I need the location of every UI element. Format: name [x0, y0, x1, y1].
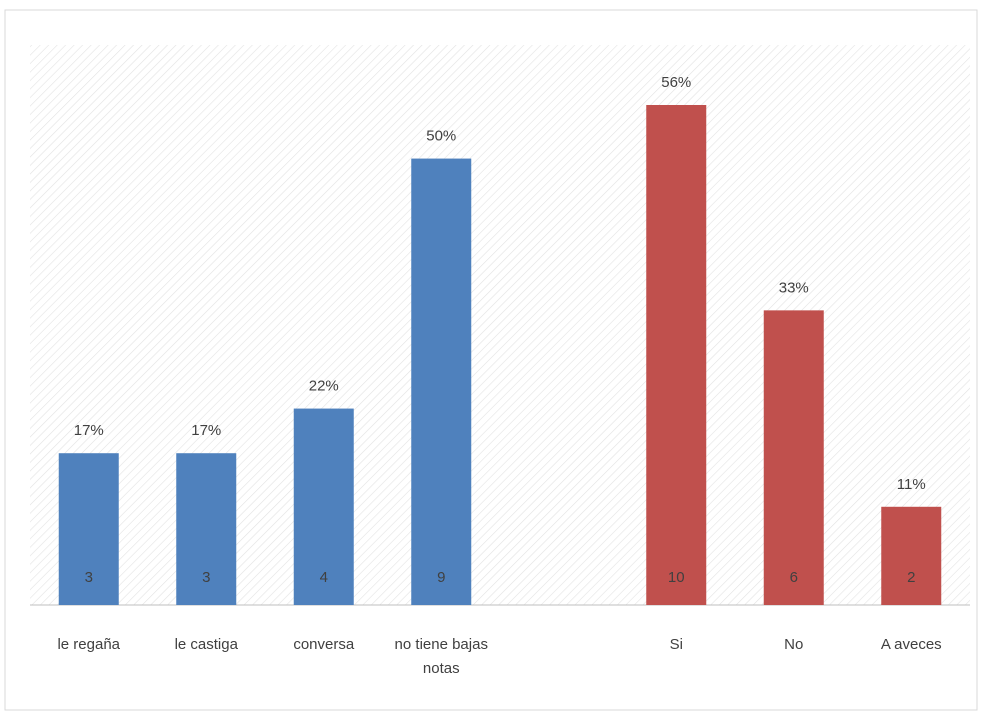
bar	[58, 453, 119, 605]
x-tick-label: A aveces	[880, 636, 942, 653]
bar	[176, 453, 237, 605]
value-label: 22%	[309, 378, 339, 395]
value-label: 50%	[426, 128, 456, 145]
bar	[646, 105, 707, 605]
count-label: 3	[202, 569, 210, 586]
value-label: 17%	[74, 422, 104, 439]
count-label: 3	[85, 569, 93, 586]
x-tick-label: no tiene bajas notas	[394, 636, 488, 677]
x-tick-label: le regaña	[57, 636, 121, 653]
bar	[411, 158, 472, 606]
plot-background	[30, 45, 970, 605]
count-label: 9	[437, 569, 445, 586]
value-label: 33%	[779, 279, 809, 296]
bar	[881, 506, 942, 605]
value-label: 17%	[191, 422, 221, 439]
x-tick-label: Si	[669, 636, 683, 653]
x-tick-label: le castiga	[174, 636, 238, 653]
value-label: 56%	[661, 74, 691, 91]
count-label: 4	[320, 569, 328, 586]
count-label: 6	[790, 569, 798, 586]
bar	[763, 310, 824, 605]
x-tick-label: conversa	[293, 636, 355, 653]
x-tick-label: No	[784, 636, 804, 653]
bar	[293, 408, 354, 605]
value-label: 11%	[897, 476, 926, 493]
count-label: 10	[668, 569, 685, 586]
count-label: 2	[907, 569, 915, 586]
